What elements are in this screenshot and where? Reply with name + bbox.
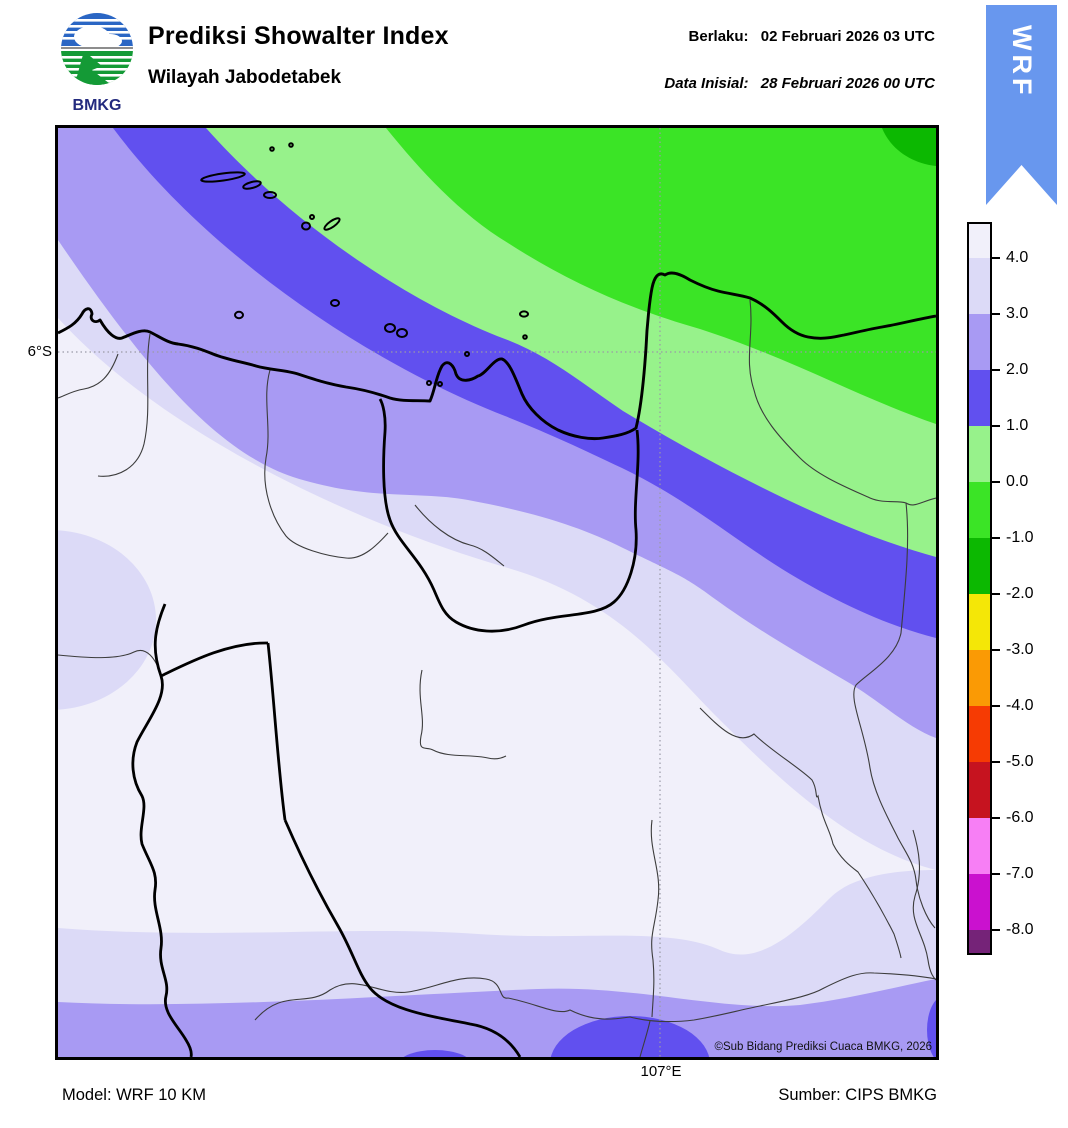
initial-time-label: Data Inisial: (664, 75, 749, 92)
initial-time-line: Data Inisial: 28 Februari 2026 00 UTC (664, 75, 935, 92)
colorbar-tick-label: 1.0 (1006, 417, 1029, 434)
colorbar-tick (992, 257, 1000, 260)
bmkg-logo: BMKG (61, 13, 133, 114)
colorbar-tick-label: 2.0 (1006, 361, 1029, 378)
district-boundaries (57, 299, 937, 1058)
colorbar-tick (992, 425, 1000, 428)
colorbar-tick-label: -4.0 (1006, 697, 1034, 714)
footer-model: Model: WRF 10 KM (62, 1086, 206, 1104)
wrf-ribbon: WRF (986, 5, 1057, 205)
colorbar-segment (969, 930, 990, 953)
bmkg-logo-globe (61, 13, 133, 85)
lat-tick-label: 6°S (27, 343, 52, 360)
colorbar-segment (969, 224, 990, 258)
colorbar-tick-label: -3.0 (1006, 641, 1034, 658)
lon-tick-label: 107°E (640, 1063, 682, 1080)
colorbar-tick-label: -7.0 (1006, 865, 1034, 882)
colorbar-segment (969, 426, 990, 482)
colorbar-tick (992, 369, 1000, 372)
colorbar-tick (992, 817, 1000, 820)
colorbar-tick (992, 705, 1000, 708)
valid-time-line: Berlaku: 02 Februari 2026 03 UTC (689, 28, 935, 45)
colorbar-tick (992, 537, 1000, 540)
colorbar-tick (992, 481, 1000, 484)
coastline (57, 271, 937, 441)
page-title: Prediksi Showalter Index (148, 22, 449, 50)
colorbar-tick (992, 761, 1000, 764)
colorbar-segment (969, 538, 990, 594)
map-canvas: ©Sub Bidang Prediksi Cuaca BMKG, 2026 (0, 128, 961, 1112)
bmkg-logo-text: BMKG (73, 97, 122, 114)
colorbar-segment (969, 818, 990, 874)
footer-source: Sumber: CIPS BMKG (778, 1086, 937, 1104)
colorbar-tick-label: -2.0 (1006, 585, 1034, 602)
colorbar-segment (969, 258, 990, 314)
colorbar-tick (992, 649, 1000, 652)
wrf-ribbon-label: WRF (1007, 25, 1037, 99)
islands (200, 142, 529, 387)
colorbar-tick-label: 3.0 (1006, 305, 1029, 322)
colorbar-segment (969, 314, 990, 370)
map-copyright: ©Sub Bidang Prediksi Cuaca BMKG, 2026 (714, 1041, 932, 1053)
colorbar-segment (969, 482, 990, 538)
colorbar-segment (969, 370, 990, 426)
colorbar-segment (969, 706, 990, 762)
colorbar-segment (969, 762, 990, 818)
colorbar-tick (992, 873, 1000, 876)
colorbar-tick-label: -1.0 (1006, 529, 1034, 546)
colorbar-tick-label: -8.0 (1006, 921, 1034, 938)
valid-time-label: Berlaku: (688, 28, 749, 45)
colorbar-segment (969, 594, 990, 650)
colorbar-tick-label: -5.0 (1006, 753, 1034, 770)
initial-time-value: 28 Februari 2026 00 UTC (760, 75, 935, 92)
band-si-neg2-neg1 (882, 128, 936, 166)
colorbar-segment (969, 874, 990, 930)
colorbar-tick (992, 313, 1000, 316)
colorbar-tick-label: -6.0 (1006, 809, 1034, 826)
band-south-purple (58, 979, 936, 1057)
province-boundaries (131, 398, 640, 1058)
map-frame: ©Sub Bidang Prediksi Cuaca BMKG, 2026 (0, 125, 961, 1112)
colorbar-tick-label: 0.0 (1006, 473, 1029, 490)
band-si-neg1-0 (386, 128, 936, 424)
colorbar-segment (969, 650, 990, 706)
colorbar-segments (967, 222, 992, 955)
page-subtitle: Wilayah Jabodetabek (148, 67, 342, 88)
colorbar-tick (992, 929, 1000, 932)
colorbar-tick-label: 4.0 (1006, 249, 1029, 266)
colorbar-tick (992, 593, 1000, 596)
valid-time-value: 02 Februari 2026 03 UTC (760, 28, 935, 45)
colorbar: 4.0 3.0 2.0 1.0 0.0 -1.0 -2.0 -3.0 -4.0 -5.0 -6.0 -… (967, 222, 1057, 962)
